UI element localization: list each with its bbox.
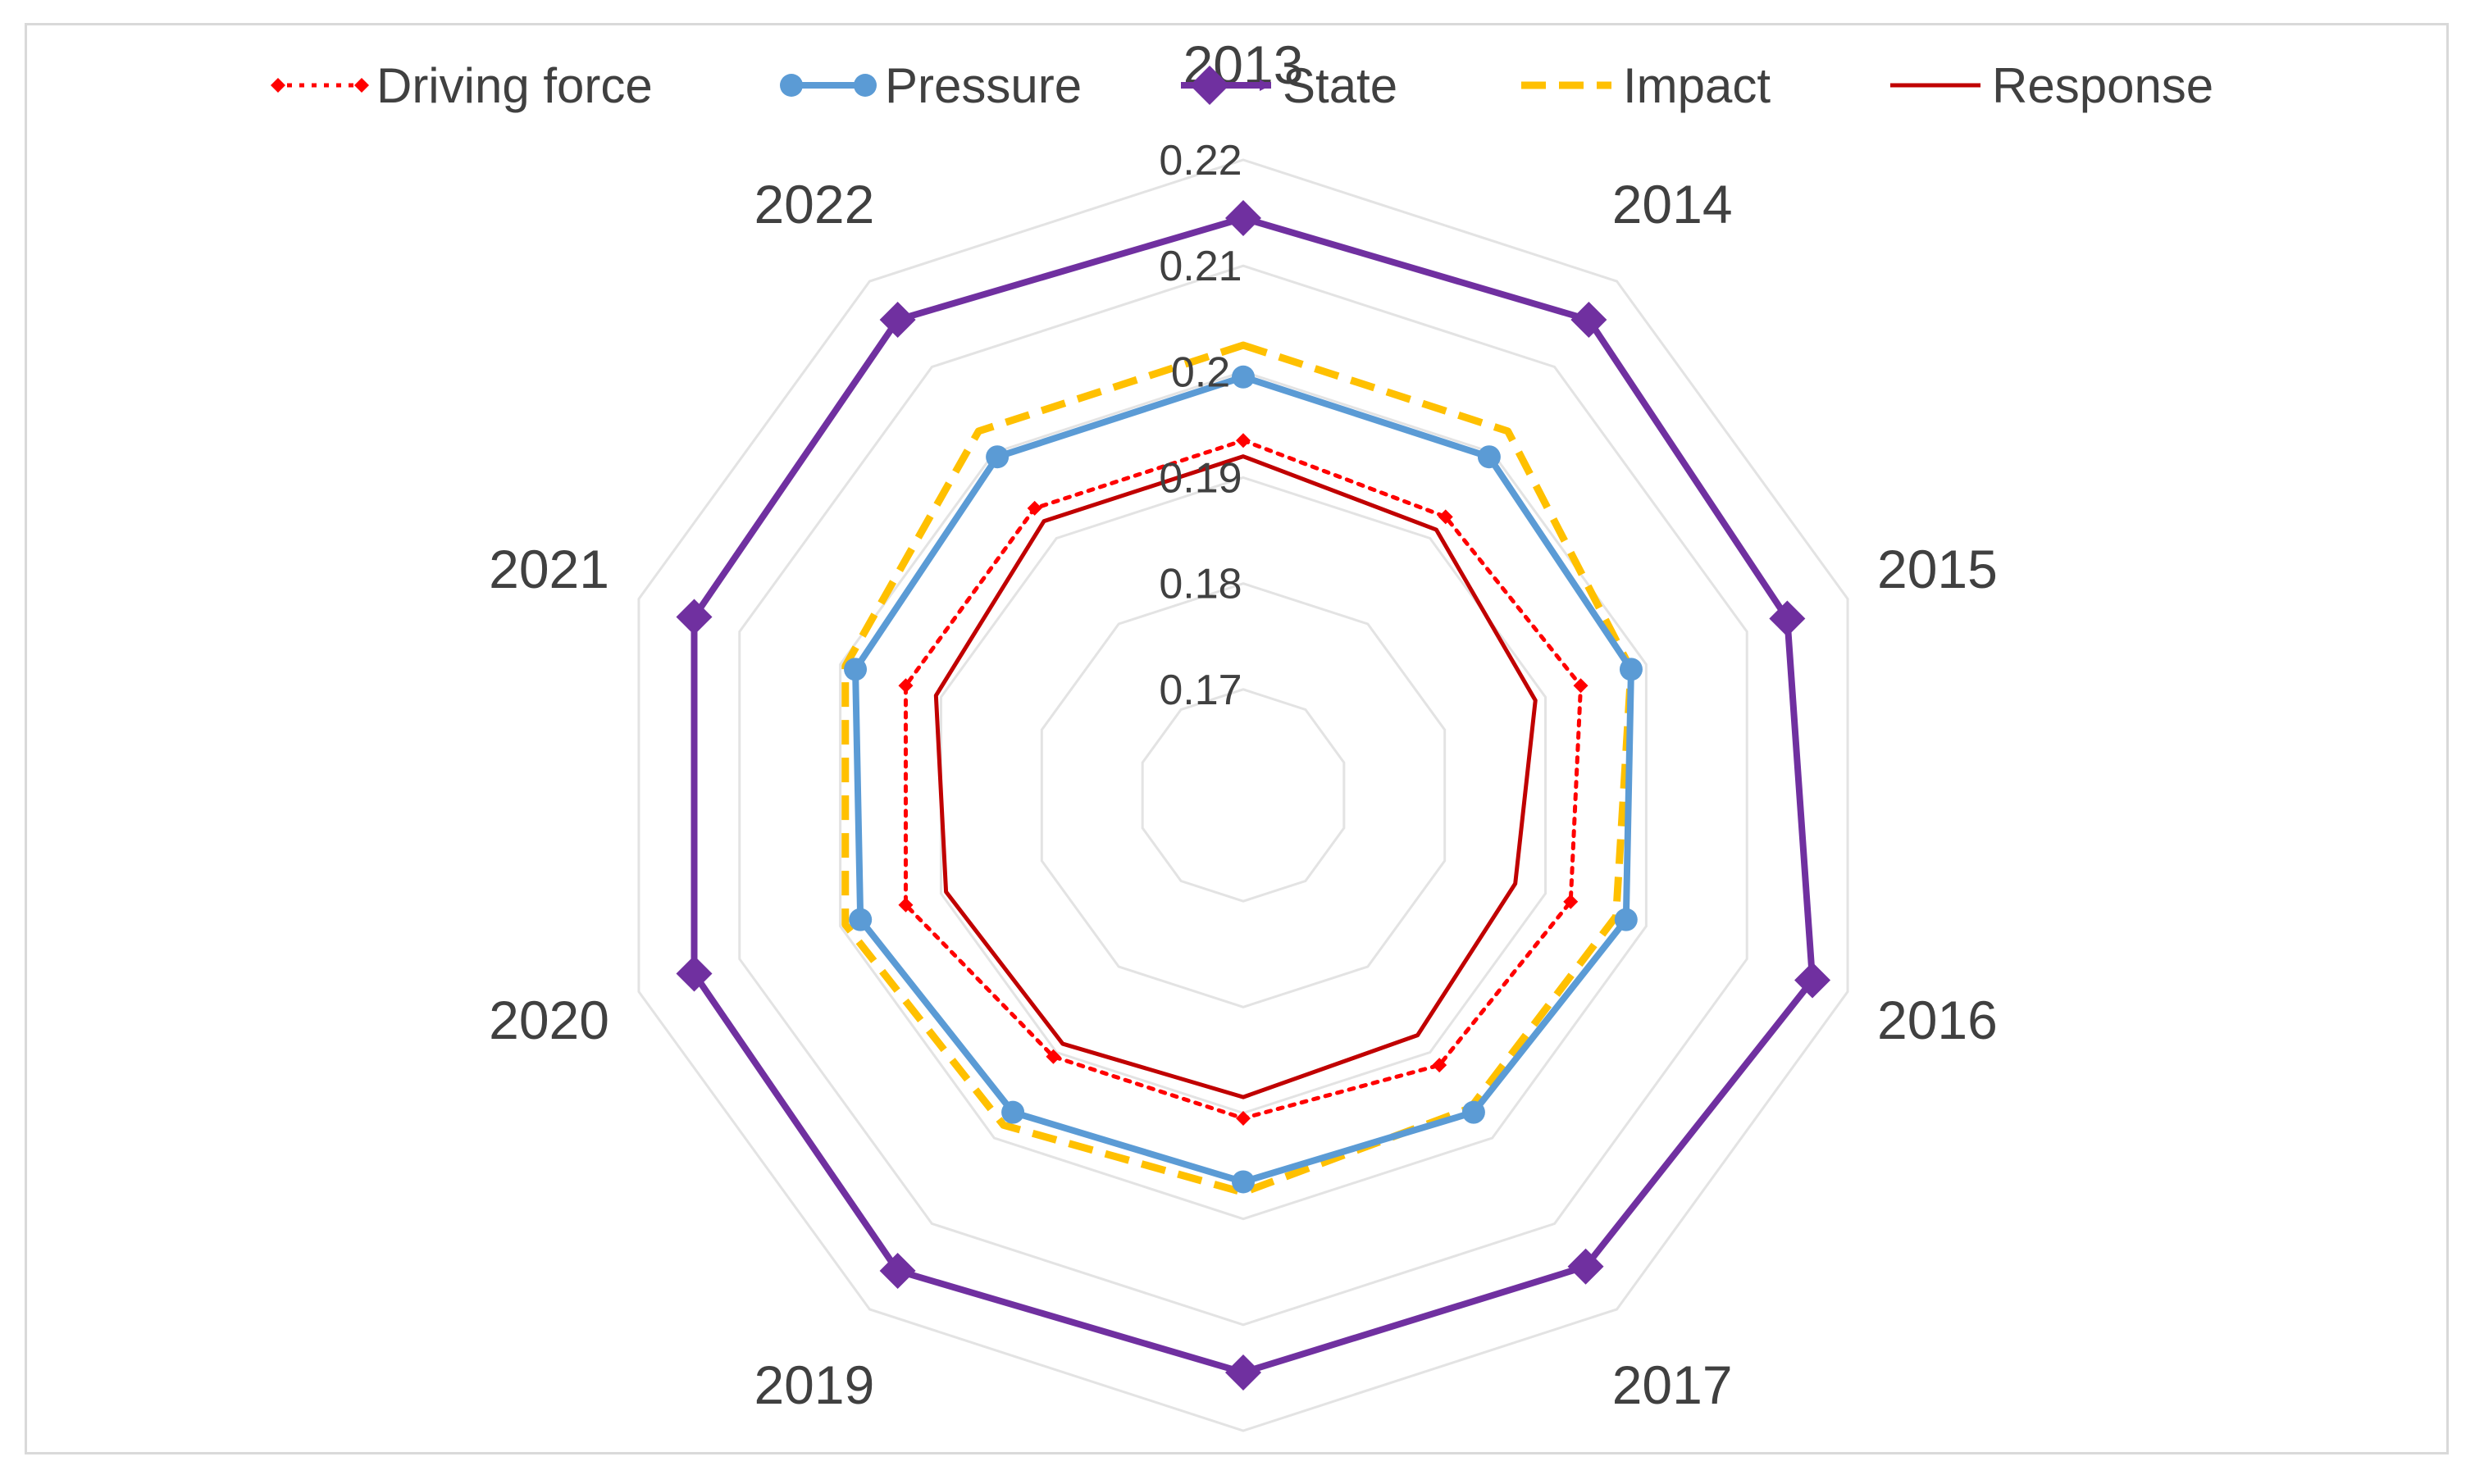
legend-item-impact[interactable]: Impact [1521, 58, 1771, 113]
point-driving-force-2016 [1563, 894, 1579, 909]
legend-arrow [1260, 80, 1271, 91]
legend-marker [854, 74, 877, 97]
legend-label-driving-force: Driving force [376, 58, 653, 113]
legend-marker [354, 78, 369, 93]
point-state-2021 [676, 599, 713, 635]
point-state-2020 [676, 955, 713, 992]
series-line-state [691, 215, 1816, 1376]
legend-item-pressure[interactable]: Pressure [780, 58, 1082, 113]
point-pressure-2013 [1232, 365, 1255, 389]
point-state-2018 [1225, 1354, 1261, 1391]
tick-label: 0.21 [1159, 243, 1242, 290]
point-driving-force-2021 [898, 678, 914, 694]
series-line-pressure [852, 373, 1634, 1186]
legend-item-state[interactable]: State [1181, 58, 1397, 113]
category-label-2019: 2019 [754, 1354, 874, 1415]
category-label-2016: 2016 [1877, 990, 1998, 1050]
series-impact [841, 341, 1635, 1196]
point-state-2014 [1570, 302, 1607, 339]
legend-label-pressure: Pressure [885, 58, 1082, 113]
legend-marker [780, 74, 803, 97]
series-layer [676, 200, 1831, 1391]
point-pressure-2018 [1232, 1170, 1255, 1194]
point-pressure-2019 [1001, 1100, 1025, 1124]
point-state-2019 [879, 1252, 916, 1289]
point-state-2022 [879, 302, 916, 339]
legend-item-driving-force[interactable]: Driving force [271, 58, 653, 113]
radar-grid [637, 158, 1849, 1432]
series-pressure [844, 365, 1643, 1194]
category-label-2014: 2014 [1612, 174, 1733, 234]
point-pressure-2014 [1477, 445, 1501, 469]
series-response [933, 454, 1538, 1099]
point-driving-force-2018 [1236, 1110, 1251, 1126]
legend-label-response: Response [1992, 58, 2213, 113]
point-driving-force-2019 [1046, 1049, 1061, 1064]
point-driving-force-2017 [1432, 1058, 1447, 1073]
series-line-impact [841, 341, 1635, 1196]
point-driving-force-2013 [1236, 433, 1251, 448]
point-driving-force-2022 [1027, 500, 1042, 516]
tick-label: 0.17 [1159, 667, 1242, 714]
point-pressure-2022 [986, 445, 1010, 469]
legend: Driving force Pressure State Impact Response [271, 58, 2213, 113]
point-state-2017 [1567, 1248, 1604, 1285]
grid-ring-5 [637, 158, 1849, 1432]
point-driving-force-2020 [898, 897, 914, 913]
tick-label: 0.19 [1159, 455, 1242, 503]
grid-ring-1 [1040, 582, 1447, 1008]
legend-marker [271, 78, 285, 93]
category-label-2015: 2015 [1877, 539, 1998, 599]
tick-label: 0.22 [1159, 137, 1242, 184]
radial-tick-labels: 0.17 0.18 0.19 0.2 0.21 0.22 [1159, 137, 1242, 714]
point-pressure-2015 [1619, 658, 1643, 681]
point-state-2015 [1769, 600, 1806, 637]
legend-marker [1190, 66, 1229, 105]
point-pressure-2017 [1461, 1100, 1485, 1124]
point-driving-force-2014 [1438, 509, 1453, 525]
legend-item-response[interactable]: Response [1890, 58, 2213, 113]
point-pressure-2016 [1614, 908, 1638, 931]
legend-label-impact: Impact [1623, 58, 1771, 113]
series-state [676, 200, 1831, 1391]
category-labels: 2013201420152016201720182019202020212022 [489, 34, 1998, 1415]
tick-label: 0.2 [1171, 348, 1230, 396]
category-label-2020: 2020 [489, 990, 609, 1050]
legend-label-state: State [1283, 58, 1397, 113]
grid-ring-2 [939, 476, 1547, 1115]
series-line-response [933, 454, 1538, 1099]
point-driving-force-2015 [1573, 678, 1588, 694]
series-line-driving-force [903, 438, 1584, 1121]
point-state-2013 [1225, 200, 1261, 237]
point-pressure-2021 [844, 658, 868, 681]
grid-ring-0 [1141, 688, 1346, 903]
category-label-2017: 2017 [1612, 1354, 1733, 1415]
category-label-2022: 2022 [754, 174, 874, 234]
grid-ring-4 [738, 264, 1748, 1327]
series-driving-force [898, 433, 1588, 1126]
category-label-2021: 2021 [489, 539, 609, 599]
point-state-2016 [1794, 962, 1831, 999]
tick-label: 0.18 [1159, 561, 1242, 608]
point-pressure-2020 [849, 908, 873, 931]
